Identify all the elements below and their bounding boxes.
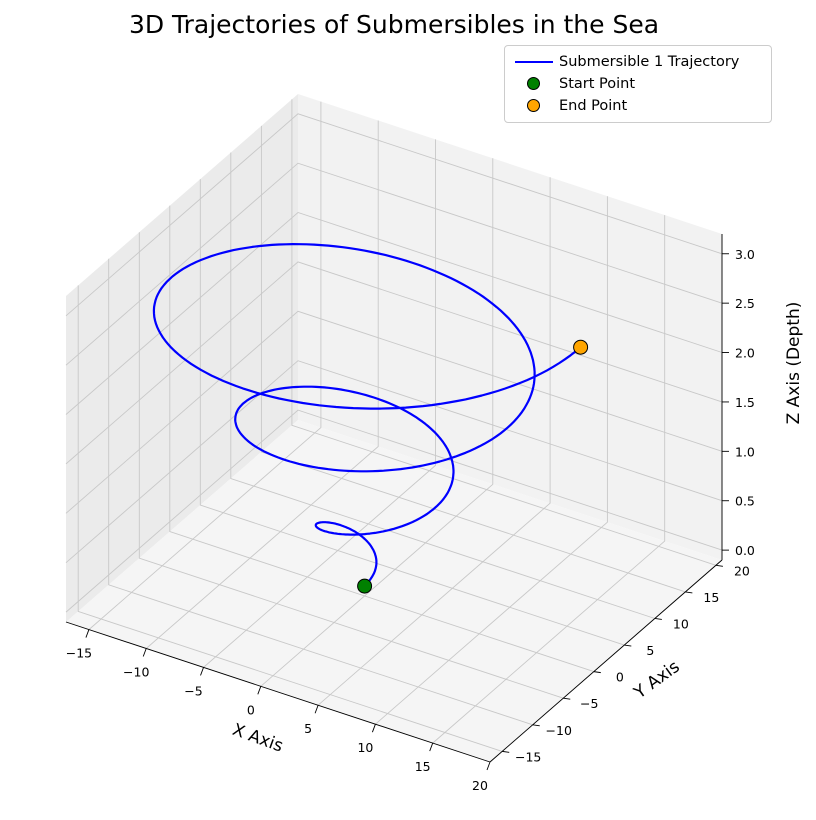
legend-line-swatch [515,61,553,63]
grid-line-x [88,101,322,630]
y-tick [654,618,662,620]
x-tick-label: −10 [123,664,149,679]
y-tick-label: 5 [646,643,654,658]
y-tick [593,671,601,674]
grid-line-z [65,360,723,564]
grid-line-x [375,196,608,725]
grid-line-z [65,310,723,514]
start-point-marker [357,578,373,594]
y-tick [685,591,693,594]
y-tick-label: 10 [673,616,689,631]
x-tick-label: −15 [66,646,92,661]
y-tick-label: −10 [546,723,572,738]
y-tick [563,697,571,700]
grid-line-x [432,215,666,744]
grid-line-x [145,120,379,649]
z-tick-label: 1.5 [735,395,755,410]
y-tick-label: 0 [616,670,624,685]
grid-line-x [203,139,436,668]
z-tick-label: 0.5 [735,494,755,509]
trajectory-layer [152,243,582,587]
y-tick [532,724,540,727]
y-tick-label: 20 [734,563,750,578]
y-axis-label: Y Axis [630,657,684,704]
grid-line-x [260,158,494,687]
legend-label-start: Start Point [559,76,636,92]
y-tick-label: −15 [515,749,541,764]
x-tick [314,705,319,714]
x-tick-label: 20 [472,778,488,793]
grid-line-z [65,409,723,613]
floor-pane [66,420,722,762]
legend-label-end: End Point [559,98,628,114]
legend: Submersible 1 Trajectory Start Point End… [504,45,772,123]
grid-line-y [77,285,503,752]
point-markers [357,339,589,594]
y-tick-label: 15 [703,590,719,605]
grid-line-y [108,258,533,726]
grid-line-y [291,99,717,566]
x-tick-label: 5 [304,721,312,736]
grid-line-y [199,179,625,646]
x-tick-label: 0 [247,702,255,717]
x-tick [142,648,147,657]
grid-line-y [260,125,686,593]
grid-line-y [230,152,655,619]
grid-line-y [138,232,564,699]
z-tick-label: 2.5 [735,296,755,311]
legend-item-end: End Point [505,95,627,117]
y-tick [715,564,723,567]
tick-marks [85,253,729,771]
z-tick-label: 2.0 [735,346,755,361]
x-tick-label: 15 [415,759,431,774]
back-pane [298,94,722,560]
x-tick-label: 10 [357,740,373,755]
legend-label-trajectory: Submersible 1 Trajectory [559,54,740,70]
x-axis-label: X Axis [230,720,286,757]
x-tick [486,761,491,771]
trajectory-line [152,243,582,587]
z-tick-label: 0.0 [735,543,755,558]
grid-line-y [169,205,594,673]
grid-line-x [317,177,551,706]
x-tick [85,629,90,638]
y-tick-label: −5 [580,696,598,711]
tick-labels: −15 −10 −5 0 5 10 15 20 −15 −10 −5 0 5 10 15 20 0.0 0.5 1.… [66,247,755,793]
grid-line-z [65,113,723,317]
x-tick [257,686,262,695]
legend-start-swatch [527,77,540,90]
legend-end-swatch [527,99,540,112]
chart-title: 3D Trajectories of Submersibles in the S… [129,10,659,39]
z-tick-label: 3.0 [735,247,755,262]
z-tick-label: 1.0 [735,444,755,459]
y-axis-line [489,559,723,763]
x-tick [200,667,204,676]
grid-line-z [65,162,723,366]
legend-item-trajectory: Submersible 1 Trajectory [505,51,739,73]
end-point-marker [573,339,589,355]
x-axis-line [65,621,491,763]
legend-item-start: Start Point [505,73,635,95]
x-tick [371,724,376,733]
grid-line-z [65,261,723,465]
grid-line-z [65,211,723,415]
y-tick [502,750,510,753]
z-axis-label: Z Axis (Depth) [784,302,804,425]
y-tick [624,644,632,647]
x-tick [429,742,434,752]
axis-lines [65,234,723,763]
x-tick-label: −5 [184,683,202,698]
